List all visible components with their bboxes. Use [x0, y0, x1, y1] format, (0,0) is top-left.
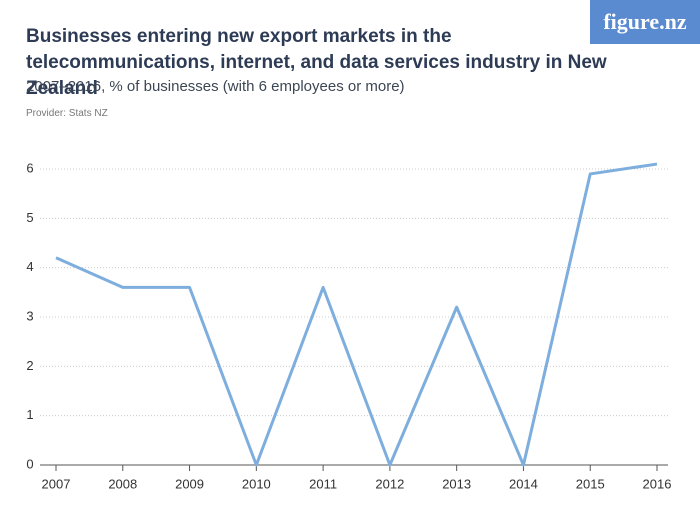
y-tick-label: 4: [26, 259, 33, 274]
x-tick-label: 2015: [576, 476, 605, 491]
y-tick-label: 2: [26, 358, 33, 373]
chart-title: Businesses entering new export markets i…: [26, 26, 607, 99]
x-tick-label: 2014: [509, 476, 538, 491]
x-tick-label: 2009: [175, 476, 204, 491]
chart-subtitle: 2007–2016, % of businesses (with 6 emplo…: [26, 78, 405, 95]
y-tick-label: 3: [26, 308, 33, 323]
x-tick-label: 2007: [42, 476, 71, 491]
logo[interactable]: figure.nz: [590, 0, 700, 44]
x-tick-label: 2008: [108, 476, 137, 491]
x-tick-label: 2016: [643, 476, 672, 491]
line: [55, 162, 658, 467]
y-tick-label: 5: [26, 210, 33, 225]
x-tick-label: 2013: [442, 476, 471, 491]
x-tick-label: 2011: [309, 476, 337, 491]
provider: Provider: Stats NZ: [26, 108, 108, 119]
x-tick-label: 2012: [375, 476, 404, 491]
y-tick-label: 6: [26, 160, 33, 175]
y-tick-label: 1: [26, 407, 33, 422]
x-tick-label: 2010: [242, 476, 271, 491]
y-tick-label: 0: [26, 456, 33, 471]
